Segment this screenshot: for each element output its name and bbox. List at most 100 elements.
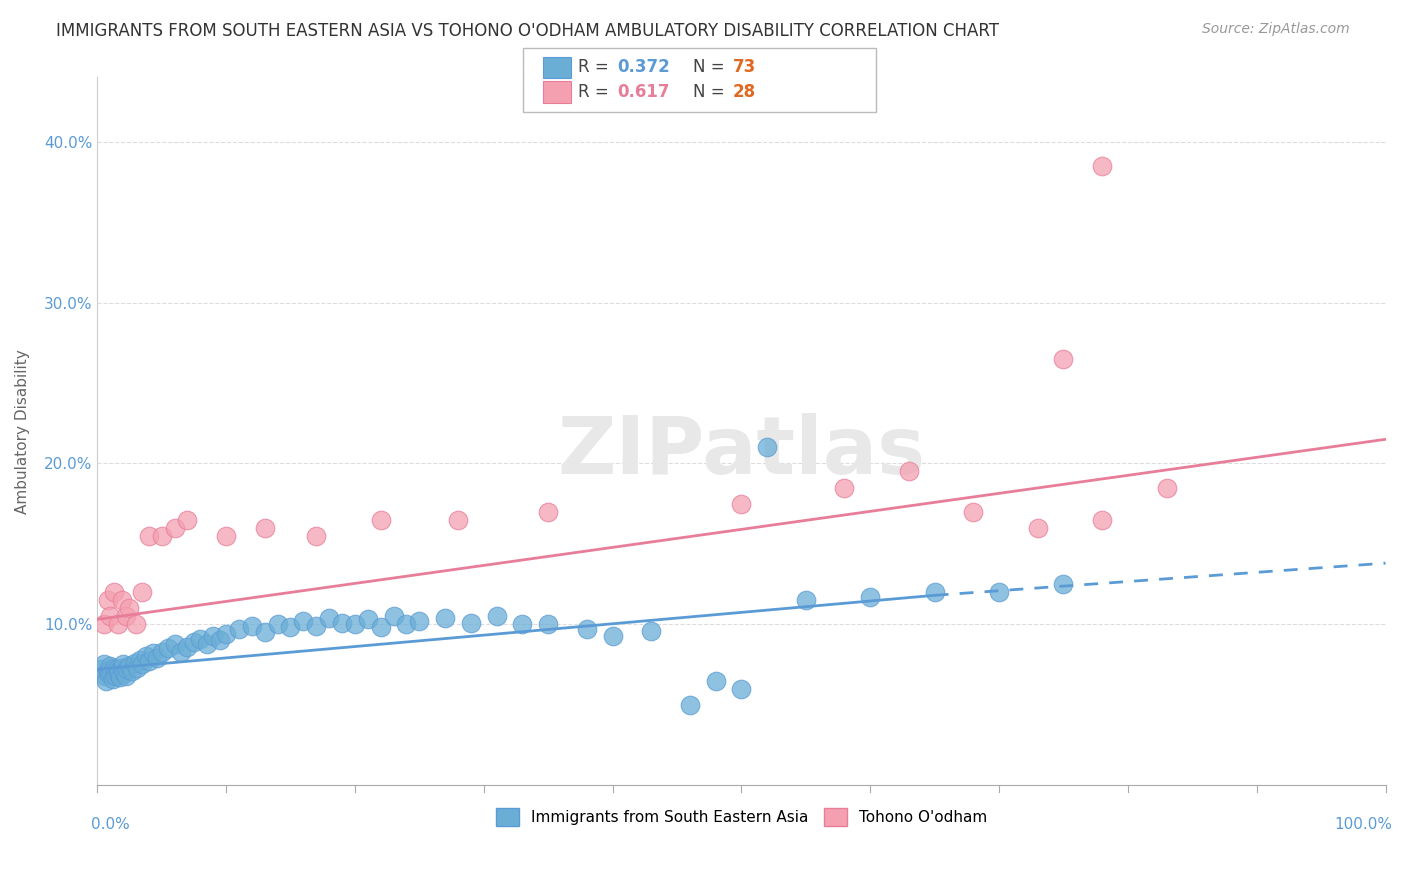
- Point: [318, 611, 340, 625]
- Text: 100.0%: 100.0%: [1334, 817, 1392, 832]
- Point: [110, 670, 132, 684]
- Point: [602, 628, 624, 642]
- Point: [382, 609, 405, 624]
- Point: [138, 654, 160, 668]
- Point: [924, 585, 946, 599]
- Point: [163, 636, 186, 650]
- Point: [103, 585, 125, 599]
- Point: [730, 681, 752, 696]
- Point: [370, 620, 392, 634]
- Point: [395, 617, 418, 632]
- Point: [1091, 513, 1114, 527]
- Point: [962, 505, 984, 519]
- Point: [150, 644, 173, 658]
- Point: [111, 657, 134, 672]
- Point: [98, 659, 121, 673]
- Point: [107, 617, 129, 632]
- Point: [111, 661, 134, 675]
- Point: [131, 585, 153, 599]
- Point: [125, 617, 148, 632]
- Point: [100, 665, 122, 680]
- Point: [1091, 159, 1114, 173]
- Point: [176, 640, 198, 654]
- Text: 0.617: 0.617: [617, 83, 669, 101]
- Point: [97, 667, 120, 681]
- Point: [127, 661, 149, 675]
- Point: [240, 619, 263, 633]
- Point: [183, 635, 205, 649]
- Point: [131, 657, 153, 672]
- Point: [96, 664, 118, 678]
- Point: [834, 481, 856, 495]
- Point: [512, 617, 534, 632]
- Point: [98, 609, 121, 624]
- Point: [115, 662, 138, 676]
- Point: [253, 625, 276, 640]
- Point: [170, 644, 193, 658]
- Point: [215, 529, 238, 543]
- Point: [330, 615, 353, 630]
- Point: [105, 662, 128, 676]
- Point: [305, 619, 328, 633]
- Point: [90, 662, 112, 676]
- Point: [202, 628, 225, 642]
- Point: [111, 593, 134, 607]
- Point: [118, 659, 141, 673]
- Text: R =: R =: [578, 58, 614, 76]
- Point: [128, 653, 150, 667]
- Point: [108, 664, 131, 678]
- Point: [96, 673, 118, 688]
- Point: [305, 529, 328, 543]
- Point: [537, 505, 560, 519]
- Point: [280, 620, 302, 634]
- Point: [228, 622, 250, 636]
- Point: [640, 624, 662, 638]
- Text: 28: 28: [733, 83, 755, 101]
- Point: [101, 672, 124, 686]
- Text: N =: N =: [693, 58, 730, 76]
- Point: [124, 656, 146, 670]
- Point: [93, 657, 115, 672]
- Point: [96, 593, 118, 607]
- Point: [434, 611, 457, 625]
- Text: ZIPatlas: ZIPatlas: [557, 414, 925, 491]
- Point: [112, 665, 135, 680]
- Point: [292, 614, 315, 628]
- Point: [988, 585, 1011, 599]
- Point: [794, 593, 817, 607]
- Point: [107, 667, 129, 681]
- Point: [195, 636, 218, 650]
- Point: [537, 617, 560, 632]
- Point: [208, 633, 231, 648]
- Point: [103, 661, 125, 675]
- Point: [357, 612, 380, 626]
- Point: [118, 601, 141, 615]
- Point: [756, 441, 779, 455]
- Point: [485, 609, 508, 624]
- Point: [447, 513, 470, 527]
- Text: IMMIGRANTS FROM SOUTH EASTERN ASIA VS TOHONO O'ODHAM AMBULATORY DISABILITY CORRE: IMMIGRANTS FROM SOUTH EASTERN ASIA VS TO…: [56, 22, 1000, 40]
- Point: [104, 669, 127, 683]
- Point: [94, 669, 117, 683]
- Point: [859, 590, 882, 604]
- Text: 73: 73: [733, 58, 756, 76]
- Point: [679, 698, 702, 712]
- Point: [150, 529, 173, 543]
- Point: [215, 627, 238, 641]
- Text: 0.372: 0.372: [617, 58, 671, 76]
- Point: [343, 617, 366, 632]
- Point: [135, 649, 157, 664]
- Point: [93, 617, 115, 632]
- Point: [460, 615, 482, 630]
- Text: 0.0%: 0.0%: [91, 817, 129, 832]
- Point: [370, 513, 392, 527]
- Point: [1156, 481, 1178, 495]
- Point: [704, 673, 727, 688]
- Point: [114, 609, 136, 624]
- Point: [730, 497, 752, 511]
- Point: [176, 513, 198, 527]
- Point: [157, 641, 180, 656]
- Text: R =: R =: [578, 83, 614, 101]
- Point: [575, 622, 598, 636]
- Point: [1052, 351, 1074, 366]
